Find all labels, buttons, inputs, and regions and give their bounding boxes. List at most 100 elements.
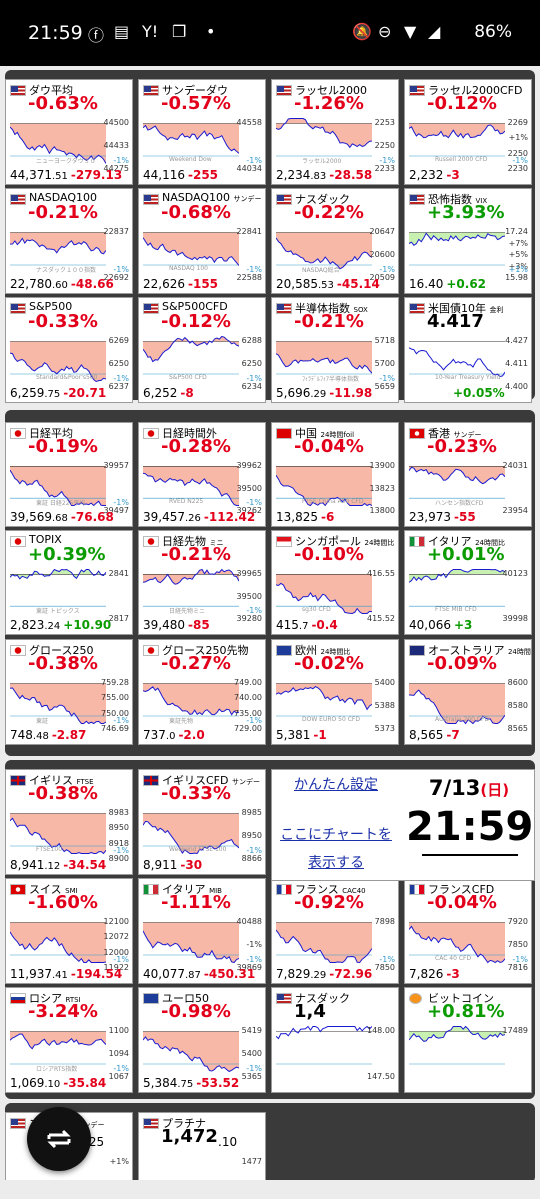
tile-percent: -0.33%	[28, 311, 98, 332]
market-tile[interactable]: 香港 サンデー -0.23% 24031 23954 ハンセン指数CFD 23,973-…	[404, 422, 532, 527]
tile-percent: -0.63%	[28, 93, 98, 114]
tile-percent: -0.21%	[294, 311, 364, 332]
tile-decimal: .10	[218, 1135, 238, 1149]
axis-label: 39869	[236, 963, 262, 972]
market-tile[interactable]: NASDAQ100 -0.21% 22837 22692 ナスダック１００指数 -1%…	[5, 188, 133, 294]
market-tile[interactable]: シンガポール 24時間比 -0.10% 416.55 415.52 sg30 CFD 4…	[271, 530, 399, 635]
axis-label: 759.28	[101, 678, 129, 687]
axis-label: 6269	[108, 336, 129, 345]
market-tile[interactable]: イタリア MIB -1.11% 40488 -1% 39869 -1% 40,077.87…	[138, 878, 266, 984]
market-tile[interactable]: イギリス FTSE -0.38% 8983 8950 8918 8900 FTSE100 -…	[5, 769, 133, 875]
market-tile[interactable]: グロース250先物 -0.27% 749.00 740.00 735.00 729.0…	[138, 639, 266, 745]
tile-percent: -0.22%	[294, 202, 364, 223]
market-tile[interactable]: イタリア 24時間比 +0.01% 40123 39998 FTSE MIB CFD 4…	[404, 530, 532, 635]
easy-settings-link[interactable]: かんたん設定	[294, 777, 378, 793]
market-tile[interactable]: 日経時間外 -0.28% 39962 39500 39262 RVED N225 -1%…	[138, 422, 266, 527]
axis-label: 44433	[103, 141, 129, 150]
axis-label: 39280	[236, 614, 262, 623]
dot-icon: •	[206, 22, 216, 41]
sparkline-chart	[409, 466, 505, 499]
tile-percent: -0.04%	[427, 892, 497, 913]
market-tile[interactable]: イギリスCFD サンデー -0.33% 8985 8950 8866 Weekend F…	[138, 769, 266, 875]
axis-label: 20509	[369, 273, 395, 282]
market-tile[interactable]: ダウ平均 -0.63% 44500 44433 44275 ニューヨークダウ３０ -1%…	[5, 79, 133, 185]
market-tile[interactable]: S&P500 -0.33% 6269 6250 6237 Standard&Poor'…	[5, 297, 133, 403]
market-tile[interactable]: 半導体指数 SOX -0.21% 5718 5700 5659 ﾌｨﾗﾃﾞﾙﾌｨｱ半導体…	[271, 297, 399, 403]
chart-caption: CAC 40 CFD	[435, 955, 472, 962]
flag-icon	[10, 428, 26, 439]
market-tile[interactable]: フランス CAC40 -0.92% 7898 7850 -1% 7,829.29 -72.…	[271, 878, 399, 984]
axis-label: 40123	[502, 569, 528, 578]
sparkline-chart	[10, 683, 106, 725]
axis-label: 39500	[236, 483, 262, 493]
tile-percent: -0.21%	[28, 202, 98, 223]
axis-label: 4.427	[505, 336, 528, 345]
market-tile[interactable]: NASDAQ100 サンデー -0.68% 22841 22588 NASDAQ 10…	[138, 188, 266, 294]
percent-band-label: -1%	[246, 265, 262, 274]
flag-icon	[143, 884, 159, 895]
axis-label: +7%	[508, 238, 528, 248]
yahoo-icon: Y!	[142, 22, 159, 41]
sparkline-chart	[10, 466, 106, 507]
flag-icon	[276, 194, 292, 205]
market-tile[interactable]: フランスCFD -0.04% 7920 7850 7816 CAC 40 CFD -1%…	[404, 878, 532, 984]
tile-value: 23,973 -55	[409, 510, 476, 524]
flag-icon	[143, 775, 159, 786]
sparkline-chart	[276, 574, 372, 615]
market-tile[interactable]: ユーロ50 -0.98% 5419 5400 5365 -1% 5,384.75 -53.…	[138, 987, 266, 1093]
tile-percent: -0.98%	[161, 1001, 231, 1022]
market-tile[interactable]: ロシア RTSI -3.24% 1100 1094 1067 ロシアRTS指数 -1% 1,…	[5, 987, 133, 1093]
axis-label: 8900	[108, 854, 129, 863]
axis-label: 39962	[236, 461, 262, 470]
tile-percent: -0.38%	[28, 783, 98, 804]
market-tile[interactable]: TOPIX +0.39% 2841 2817 東証 トピックス 2,823.24 +10…	[5, 530, 133, 635]
market-tile[interactable]: プラチナ 1,472 1477.10	[138, 1112, 266, 1182]
market-tile[interactable]: 米国債10年 金利 4.417 4.427 4.411 4.400 10-Year Tr…	[404, 297, 532, 403]
show-chart-link-line2[interactable]: 表示する	[308, 855, 364, 871]
market-tile[interactable]: ラッセル2000 -1.26% 2253 2250 2233 ラッセル2000 -1% 2…	[271, 79, 399, 185]
axis-label: 5365	[241, 1072, 262, 1081]
market-tile[interactable]: ラッセル2000CFD -0.12% 2269 +1% 2250 2230 Russel…	[404, 79, 532, 185]
tile-value: 11,937.41 -194.54	[10, 967, 123, 981]
axis-label: 749.00	[234, 678, 262, 687]
market-tile[interactable]: オーストラリア 24時間比-0.09% 8600 8580 8565 Australi…	[404, 639, 532, 745]
market-tile[interactable]: ビットコイン +0.81% 17489	[404, 987, 532, 1093]
market-tile[interactable]: S&P500CFD -0.12% 6288 6250 6234 S&P500 CFD -…	[138, 297, 266, 403]
market-tile[interactable]: 日経平均 -0.19% 39957 39497 東証 日経225平均 -1% 39,56…	[5, 422, 133, 527]
tile-percent: -0.92%	[294, 892, 364, 913]
tile-value: 44,371.51 -279.13	[10, 168, 123, 182]
market-tile[interactable]: 日経先物 ミニ -0.21% 39965 39500 39280 日経先物ミニ -1% 39…	[138, 530, 266, 635]
axis-label: 39262	[236, 506, 262, 515]
axis-label: 8950	[241, 831, 262, 840]
tile-name: スイス SMI	[29, 883, 78, 896]
axis-label: 1100	[108, 1026, 129, 1035]
sparkline-chart	[143, 922, 239, 964]
axis-label: 8565	[507, 724, 528, 733]
mute-icon: 🔕	[352, 22, 372, 41]
axis-label: +1%	[109, 1157, 129, 1166]
nav-bar	[0, 1180, 540, 1199]
flag-icon	[143, 536, 159, 547]
refresh-button[interactable]	[27, 1107, 91, 1171]
market-tile[interactable]: ナスダック -0.22% 20647 20600 20509 NASDAQ総合 -1% 2…	[271, 188, 399, 294]
flag-icon	[409, 428, 425, 439]
flag-icon	[409, 993, 422, 1004]
axis-label: 11922	[103, 963, 129, 972]
market-tile[interactable]: サンデーダウ -0.57% 44558 44034 Weekend Dow -1% 44…	[138, 79, 266, 185]
market-tile[interactable]: 中国 24時間foil -0.04% 13900 13823 13800 FTSE Ch…	[271, 422, 399, 527]
flag-icon	[276, 645, 292, 656]
tile-name: プラチナ	[162, 1117, 206, 1130]
tile-value: 1,069.10 -35.84	[10, 1076, 107, 1090]
chart-caption: 東証 トピックス	[36, 608, 80, 615]
market-tile[interactable]: スイス SMI -1.60% 12100 12072 12000 11922 -1% 11,…	[5, 878, 133, 984]
chart-caption: sg30 CFD	[302, 606, 331, 613]
show-chart-link-line1[interactable]: ここにチャートを	[280, 827, 392, 843]
percent-band-label: -1%	[379, 156, 395, 165]
tile-value: 8,911 -30	[143, 858, 203, 872]
clock-date: 7/13(日)	[428, 776, 510, 800]
market-tile[interactable]: ナスダック 1,4 148.00 147.50	[271, 987, 399, 1093]
market-tile[interactable]: グロース250 -0.38% 759.28 755.00 750.00 746.69 東…	[5, 639, 133, 745]
market-tile[interactable]: 欧州 24時間比 -0.02% 5400 5388 5373 DOW EURO 50 C…	[271, 639, 399, 745]
flag-icon	[409, 85, 425, 96]
market-tile[interactable]: 恐怖指数 VIX +3.93% 17.24 +7% +5% +3% 15.98 +1% 16.…	[404, 188, 532, 294]
